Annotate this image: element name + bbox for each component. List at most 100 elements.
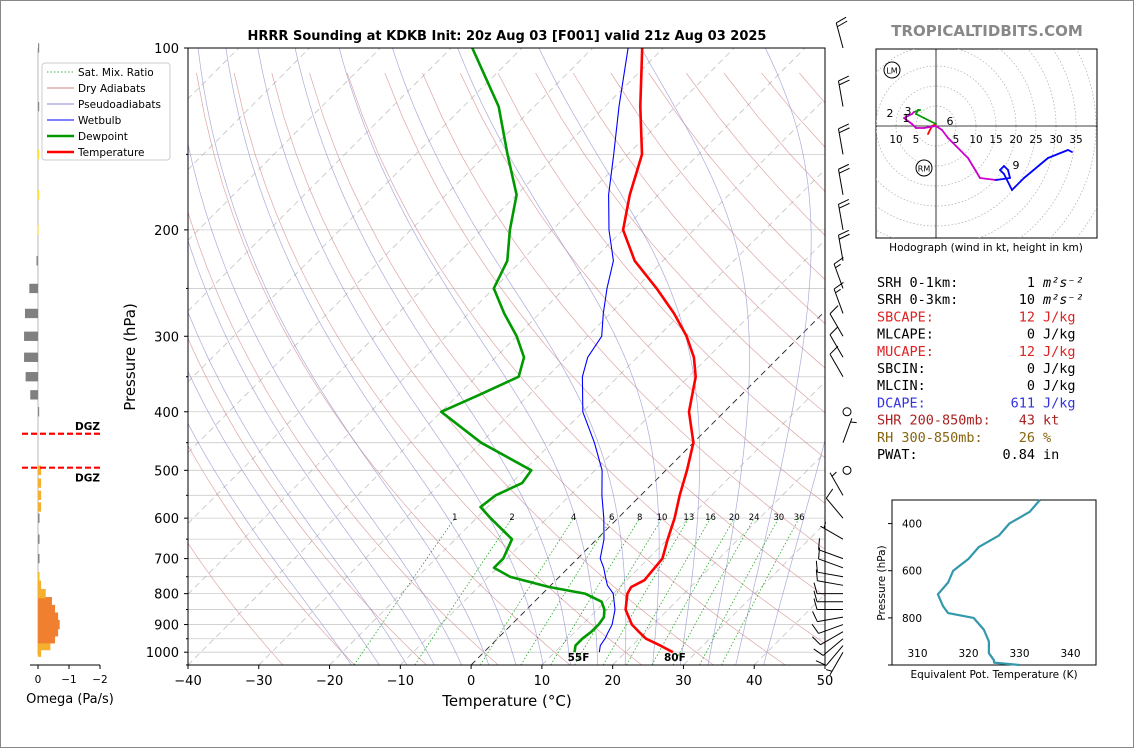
legend-entry: Temperature xyxy=(77,147,145,159)
barb-flag xyxy=(833,282,844,290)
hodograph-marker-circle xyxy=(915,159,933,177)
dgz-top-label: DGZ xyxy=(75,421,100,433)
wind-barb xyxy=(818,547,844,569)
theta-e-frame xyxy=(891,499,1097,666)
omega-bar xyxy=(24,331,38,341)
isotherm xyxy=(470,310,825,665)
index-label: SBCAPE: xyxy=(877,309,934,325)
barb-shaft xyxy=(820,525,844,540)
index-value: 0 xyxy=(1027,378,1035,394)
wind-barb xyxy=(829,326,844,358)
index-label: SRH 0-3km: xyxy=(877,292,958,308)
barb-shaft xyxy=(837,128,844,155)
legend-entry: Dry Adiabats xyxy=(78,83,146,95)
barb-flag xyxy=(838,202,850,209)
barb-flag xyxy=(825,488,834,499)
hodograph-marker-label: RM xyxy=(918,165,931,174)
isotherm xyxy=(400,239,825,665)
theta-e-y-tick-label: 400 xyxy=(902,519,922,531)
wind-barb xyxy=(812,631,844,646)
hodograph-ring-label: 10 xyxy=(969,134,982,146)
temperature-line xyxy=(621,48,698,654)
theta-e-x-tick-label: 330 xyxy=(1009,648,1029,660)
y-tick-label: 100 xyxy=(154,42,179,57)
barb-flag xyxy=(811,623,819,634)
hodograph-ring-label: 25 xyxy=(1029,134,1042,146)
barb-flag xyxy=(838,233,850,240)
omega-bar xyxy=(38,101,40,112)
index-value: 0.84 xyxy=(1002,447,1035,463)
hodograph-segment xyxy=(1023,157,1049,179)
index-row: SBCIN: 0 J/kg xyxy=(877,361,1076,377)
dry-adiabat xyxy=(188,210,499,665)
wind-barb xyxy=(837,198,850,230)
hodograph-panel: 5 10 15 20 25 30 35 10 5 LM RM 12 3 6 9 Hodograph (wi… xyxy=(875,48,1098,254)
mixing-ratio-label: 1 xyxy=(452,513,457,523)
index-label: SHR 200-850mb: xyxy=(877,413,991,429)
wind-barb xyxy=(829,345,844,377)
index-unit: J/kg xyxy=(1043,395,1076,411)
mixing-ratio-label: 6 xyxy=(609,513,614,523)
hodograph-ring-label: 5 xyxy=(953,134,960,146)
theta-e-y-tick-label: 800 xyxy=(902,613,922,625)
hodograph-segment xyxy=(947,137,957,147)
barb-shaft xyxy=(829,313,844,337)
index-unit: kt xyxy=(1043,413,1059,429)
mixing-ratio-label: 30 xyxy=(773,513,784,523)
y-tick-label: 700 xyxy=(154,553,179,568)
theta-e-x-tick-label: 320 xyxy=(958,648,978,660)
isotherm xyxy=(683,522,825,665)
moist-adiabat xyxy=(188,142,462,665)
hodograph-ring-label-left: 5 xyxy=(913,134,920,146)
hodograph-ring-label: 35 xyxy=(1069,134,1082,146)
hodograph-segment xyxy=(913,109,921,113)
barb-flag xyxy=(838,229,850,236)
omega-bar xyxy=(38,478,42,488)
hodograph-height-label: 2 xyxy=(887,107,894,120)
hodograph-segment xyxy=(1003,173,1013,191)
hodograph-height-label: 6 xyxy=(947,115,954,128)
mixing-ratio-line xyxy=(699,518,780,665)
index-unit: % xyxy=(1043,430,1051,446)
moist-adiabat xyxy=(188,422,352,665)
omega-bar xyxy=(38,572,40,582)
barb-flag xyxy=(813,590,818,602)
barb-flag xyxy=(813,648,824,656)
hodograph-segment xyxy=(915,113,925,119)
y-tick-label: 900 xyxy=(154,619,179,634)
barb-half-flag xyxy=(825,669,833,672)
wind-barb xyxy=(835,16,848,49)
dry-adiabat xyxy=(497,72,825,459)
barb-shaft xyxy=(835,22,844,49)
legend-entry: Dewpoint xyxy=(78,131,128,143)
barb-shaft xyxy=(818,558,844,569)
theta-e-x-tick-label: 340 xyxy=(1060,648,1080,660)
barb-shaft xyxy=(837,80,844,107)
hodograph-segment xyxy=(967,157,981,179)
moist-adiabat xyxy=(257,48,544,665)
index-value: 1 xyxy=(1027,275,1035,291)
omega-bar xyxy=(36,256,38,266)
omega-bar xyxy=(30,390,38,400)
x-tick-label: 30 xyxy=(675,674,692,689)
omega-bar xyxy=(25,372,38,382)
wind-barb xyxy=(813,582,843,595)
index-row: RH 300-850mb: 26% xyxy=(877,430,1051,446)
index-value: 12 xyxy=(1019,309,1035,325)
hodograph-frame xyxy=(875,48,1098,239)
index-unit: J/kg xyxy=(1043,344,1076,360)
wind-barb xyxy=(815,560,844,578)
theta-e-x-axis-label: Equivalent Pot. Temperature (K) xyxy=(910,669,1077,681)
moist-adiabat xyxy=(188,311,408,665)
barb-flag xyxy=(818,547,821,559)
hodograph-caption: Hodograph (wind in kt, height in km) xyxy=(889,242,1083,254)
omega-bar xyxy=(38,647,42,657)
mixing-ratio-label: 20 xyxy=(729,513,740,523)
omega-bar xyxy=(38,502,42,512)
skewt-panel: −40 −30 −20 −10 0 10 20 30 40 5010020030040050060… xyxy=(121,42,833,710)
hodograph-segment xyxy=(999,169,1005,175)
omega-bar xyxy=(38,407,40,417)
barb-shaft xyxy=(829,334,844,358)
wind-barb xyxy=(813,590,843,603)
omega-bar xyxy=(38,190,40,200)
